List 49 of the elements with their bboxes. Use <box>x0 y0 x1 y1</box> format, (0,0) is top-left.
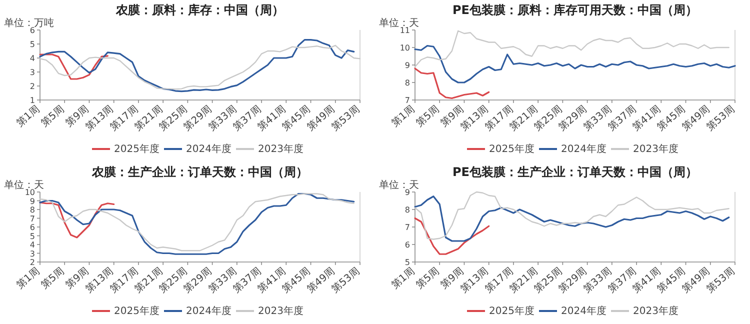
line-series <box>414 217 490 255</box>
y-tick-label: 5 <box>30 40 35 49</box>
y-tick-label: 9 <box>404 61 410 70</box>
y-tick-label: 11 <box>400 26 410 35</box>
y-tick-label: 7 <box>404 96 410 105</box>
legend-label: 2023年度 <box>258 305 304 317</box>
line-series <box>414 30 730 68</box>
y-tick-label: 3 <box>30 68 35 77</box>
y-tick-label: 4 <box>30 54 35 63</box>
line-series <box>414 44 736 84</box>
y-tick-label: 9 <box>404 188 410 197</box>
y-tick-label: 9 <box>30 196 35 206</box>
line-series <box>39 44 361 90</box>
y-tick-label: 10 <box>400 44 410 52</box>
line-series <box>39 202 115 238</box>
chart-title: 农膜：生产企业：订单天数：中国（周） <box>91 165 308 179</box>
y-tick-label: 10 <box>24 188 35 197</box>
y-tick-label: 1 <box>30 96 35 105</box>
y-tick-label: 7 <box>404 223 410 232</box>
y-tick-label: 6 <box>30 26 35 35</box>
y-tick-label: 6 <box>30 223 35 232</box>
legend-label: 2025年度 <box>114 305 160 317</box>
y-tick-label: 5 <box>404 258 410 267</box>
chart-title: PE包装膜：原料：库存可用天数：中国（周） <box>452 3 698 17</box>
legend-label: 2025年度 <box>114 143 160 155</box>
y-tick-label: 8 <box>404 78 410 88</box>
legend-label: 2024年度 <box>561 143 606 155</box>
legend-label: 2023年度 <box>633 143 678 155</box>
y-tick-label: 2 <box>30 82 35 91</box>
legend-label: 2024年度 <box>186 143 232 155</box>
y-tick-label: 5 <box>30 232 35 241</box>
line-series <box>414 68 490 100</box>
legend-label: 2024年度 <box>561 305 606 317</box>
legend-label: 2024年度 <box>186 305 232 317</box>
y-tick-label: 6 <box>404 240 410 250</box>
line-series <box>39 39 355 92</box>
y-tick-label: 8 <box>30 206 35 214</box>
legend-label: 2023年度 <box>633 305 678 317</box>
y-tick-label: 3 <box>30 249 35 258</box>
y-tick-label: 4 <box>30 240 35 250</box>
chart-title: 农膜：原料：库存：中国（周） <box>115 3 284 17</box>
y-tick-label: 7 <box>30 214 35 224</box>
y-tick-label: 2 <box>30 258 35 267</box>
legend-label: 2025年度 <box>489 305 534 317</box>
chart-title: PE包装膜：生产企业：订单天数：中国（周） <box>452 165 698 179</box>
y-tick-label: 8 <box>404 206 410 214</box>
line-series <box>39 54 108 80</box>
legend-label: 2025年度 <box>489 143 534 155</box>
legend-label: 2023年度 <box>258 143 304 155</box>
